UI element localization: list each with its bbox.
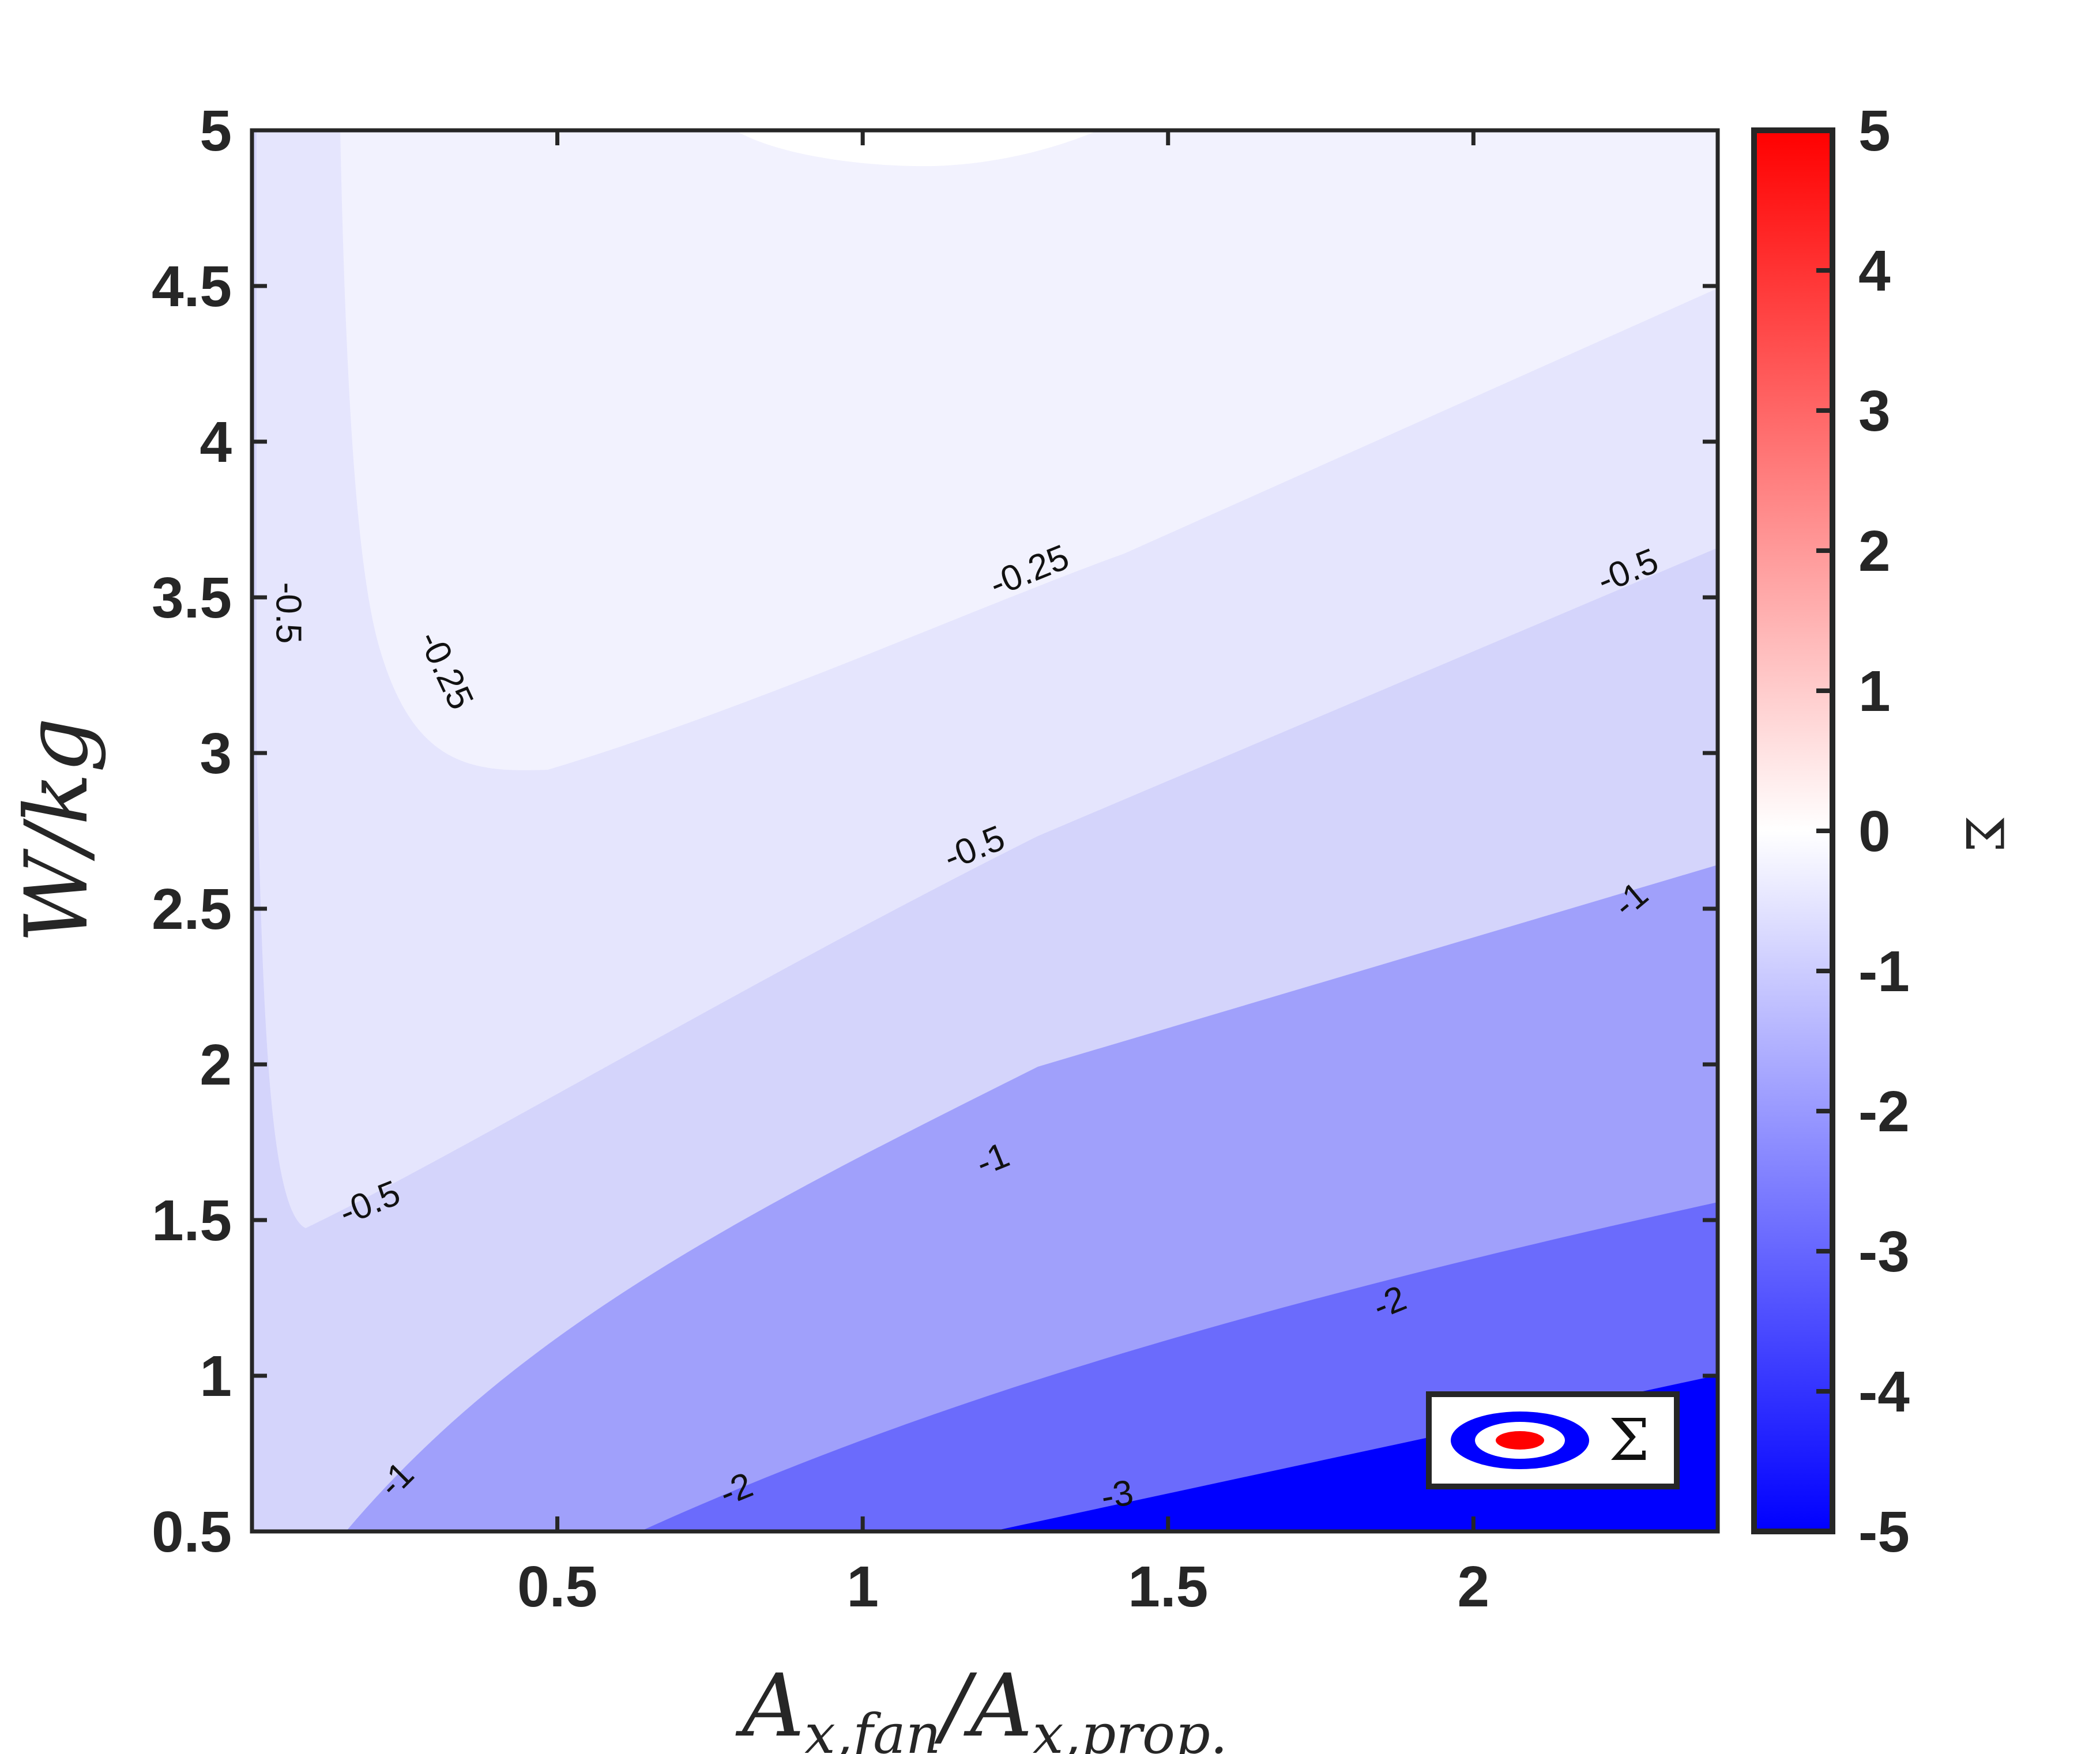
region-zero: [735, 130, 1098, 167]
colorbar-tick-label: -5: [1858, 1500, 1910, 1564]
y-tick-label: 4.5: [152, 254, 232, 319]
y-tick-label: 1.5: [152, 1188, 232, 1253]
x-tick-label: 0.5: [517, 1554, 597, 1619]
colorbar-tick-label: -2: [1858, 1079, 1910, 1144]
y-tick-label: 0.5: [152, 1500, 232, 1564]
colorbar-tick-label: 2: [1858, 519, 1891, 584]
colorbar-tick-label: -4: [1858, 1360, 1910, 1424]
y-axis-ticks: 0.5 1 1.5 2 2.5 3 3.5 4 4.5 5: [152, 99, 1718, 1564]
y-axis-label: W/kg: [7, 717, 107, 943]
contour-label: -0.5: [268, 582, 308, 644]
colorbar-tick-label: 5: [1858, 99, 1891, 163]
plot-frame: [250, 128, 1720, 1534]
y-tick-label: 1: [200, 1344, 232, 1409]
contour-label: -3: [1098, 1473, 1136, 1518]
x-tick-label: 2: [1458, 1554, 1490, 1619]
colorbar: -5 -4 -3 -2 -1 0 1 2 3 4 5 Σ: [1751, 99, 2014, 1564]
colorbar-label: Σ: [1954, 815, 2014, 852]
legend-target-icon-inner: [1496, 1431, 1544, 1450]
x-tick-label: 1.5: [1128, 1554, 1208, 1619]
colorbar-ticks: -5 -4 -3 -2 -1 0 1 2 3 4 5: [1816, 99, 1910, 1564]
y-tick-label: 2.5: [152, 877, 232, 942]
legend: Σ: [1426, 1391, 1680, 1489]
x-tick-label: 1: [846, 1554, 879, 1619]
legend-entry: Σ: [1609, 1406, 1650, 1474]
y-tick-label: 2: [200, 1033, 232, 1097]
colorbar-tick-label: -1: [1858, 939, 1910, 1004]
region-minus0.25-to-0: [340, 130, 1718, 770]
y-tick-label: 3.5: [152, 566, 232, 630]
x-axis-label: Ax,fan/Ax,prop.: [735, 1656, 1228, 1754]
y-tick-label: 5: [200, 99, 232, 163]
y-tick-label: 3: [200, 721, 232, 786]
colorbar-tick-label: -3: [1858, 1219, 1910, 1284]
colorbar-tick-label: 4: [1858, 239, 1891, 303]
contour-plot-area: [252, 130, 1718, 1531]
colorbar-tick-label: 3: [1858, 379, 1891, 443]
colorbar-tick-label: 1: [1858, 659, 1891, 724]
colorbar-tick-label: 0: [1858, 799, 1891, 864]
y-tick-label: 4: [200, 410, 232, 475]
x-axis-ticks: 0.5 1 1.5 2: [517, 130, 1489, 1619]
